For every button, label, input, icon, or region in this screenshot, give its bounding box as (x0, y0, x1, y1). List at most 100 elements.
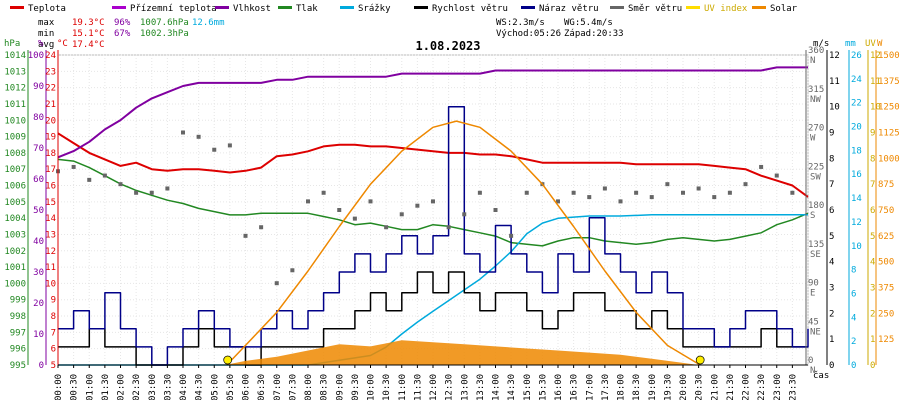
axis-tick-degc-20: 20 (45, 116, 56, 126)
series-6-point-40 (681, 190, 685, 195)
axis-tick-ms-4: 4 (829, 258, 834, 268)
axis-tick-ms-10: 10 (829, 103, 840, 113)
sunset-marker (695, 355, 705, 365)
axis-tick-hpa-995: 995 (10, 361, 26, 371)
axis-tick-hpa-1009: 1009 (4, 133, 26, 143)
axis-tick-hpa-1006: 1006 (4, 182, 26, 192)
x-tick-13: 06:30 (257, 374, 267, 400)
axis-tick-dir-lbl-7: NW (810, 95, 821, 105)
series-6-point-28 (493, 208, 498, 212)
axis-tick-mm-26: 26 (851, 51, 862, 61)
series-6-point-12 (243, 233, 248, 238)
axis-tick-degc-24: 24 (45, 51, 56, 61)
series-6-point-11 (227, 143, 232, 148)
axis-tick-degc-13: 13 (45, 230, 56, 240)
x-tick-21: 10:30 (382, 374, 392, 400)
axis-tick-dir-lbl-8: N (810, 56, 815, 66)
legend-swatch-8 (686, 6, 700, 9)
axis-tick-degc-12: 12 (45, 247, 56, 257)
legend-swatch-6 (521, 6, 535, 9)
axis-tick-hpa-1008: 1008 (4, 149, 26, 159)
axis-tick-hpa-999: 999 (10, 296, 26, 306)
x-tick-3: 01:30 (101, 374, 111, 400)
axis-tick-dir-4: 180 (808, 201, 824, 211)
x-tick-37: 18:30 (632, 374, 642, 400)
series-6-point-10 (212, 147, 217, 152)
axis-tick-hpa-1001: 1001 (4, 263, 26, 273)
axis-tick-degc-6: 6 (51, 345, 56, 355)
legend-swatch-0 (10, 6, 24, 9)
axis-tick-hpa-1012: 1012 (4, 84, 26, 94)
x-tick-14: 07:00 (273, 374, 283, 400)
y-axes: hPa9959969979989991000100110021003100410… (4, 39, 900, 376)
legend-swatch-5 (414, 6, 428, 9)
info-ws: WS:2.3m/s (496, 18, 545, 28)
axis-tick-dir-lbl-2: E (810, 289, 815, 299)
axis-tick-w-500: 500 (878, 258, 894, 268)
x-tick-40: 20:00 (679, 374, 689, 400)
series-6-point-33 (571, 190, 576, 195)
axis-tick-w-625: 625 (878, 232, 894, 242)
axis-tick-uv-12: 12 (870, 51, 881, 61)
axis-tick-hpa-1013: 1013 (4, 67, 26, 77)
axis-tick-mm-14: 14 (851, 194, 862, 204)
axis-tick-pct-100: 100 (28, 51, 44, 61)
stat-max-hum: 96% (114, 18, 131, 28)
axis-tick-ms-3: 3 (829, 284, 834, 294)
stat-min-label: min (38, 29, 54, 39)
x-tick-22: 11:00 (398, 374, 408, 400)
series-6-point-13 (259, 225, 264, 230)
axis-tick-pct-90: 90 (33, 82, 44, 92)
series-7-area (58, 340, 808, 365)
stat-avg-label: avg (38, 40, 54, 50)
x-axis-label: čas (813, 370, 829, 381)
x-tick-25: 12:30 (445, 374, 455, 400)
series-6-point-4 (118, 182, 123, 187)
axis-tick-dir-lbl-0: N (810, 366, 815, 376)
axis-tick-dir-lbl-3: SE (810, 250, 821, 260)
axis-unit-ms: m/s (813, 39, 829, 49)
axis-unit-hpa: hPa (4, 39, 20, 49)
series-6-point-17 (321, 190, 326, 195)
series-6-point-35 (602, 186, 607, 191)
axis-unit-degc: °C (57, 39, 68, 49)
series-6-point-22 (399, 212, 404, 217)
axis-tick-ms-0: 0 (829, 361, 834, 371)
axis-tick-degc-19: 19 (45, 133, 56, 143)
info-sunrise: Východ:05:26 (496, 29, 561, 39)
series-6-point-34 (587, 195, 592, 200)
axis-tick-degc-22: 22 (45, 84, 56, 94)
axis-tick-uv-6: 6 (870, 206, 875, 216)
axis-tick-ms-7: 7 (829, 180, 834, 190)
x-tick-19: 09:30 (351, 374, 361, 400)
series-6-point-43 (727, 190, 732, 195)
x-tick-41: 20:30 (695, 374, 705, 400)
axis-tick-pct-80: 80 (33, 113, 44, 123)
x-tick-30: 15:00 (523, 374, 533, 400)
x-tick-11: 05:30 (226, 374, 236, 400)
x-tick-35: 17:30 (601, 374, 611, 400)
axis-tick-uv-2: 2 (870, 309, 875, 319)
axis-tick-degc-8: 8 (51, 312, 56, 322)
axis-tick-degc-9: 9 (51, 296, 56, 306)
series-4-line (58, 271, 808, 366)
legend-swatch-3 (278, 6, 292, 9)
axis-tick-w-750: 750 (878, 206, 894, 216)
axis-tick-degc-17: 17 (45, 165, 56, 175)
axis-tick-degc-5: 5 (51, 361, 56, 371)
axis-tick-mm-8: 8 (851, 266, 856, 276)
series-6-point-7 (165, 186, 170, 191)
stat-max-temp: 19.3°C (72, 18, 105, 28)
axis-tick-uv-4: 4 (870, 258, 875, 268)
stat-max-rain: 12.6mm (192, 18, 225, 28)
legend-label-5: Rychlost větru (432, 4, 508, 14)
axis-tick-uv-8: 8 (870, 154, 875, 164)
axis-tick-w-1375: 1375 (878, 77, 900, 87)
x-tick-44: 22:00 (742, 374, 752, 400)
x-tick-1: 00:30 (70, 374, 80, 400)
series-6-point-14 (274, 281, 279, 286)
axis-tick-dir-6: 270 (808, 124, 824, 134)
legend-label-6: Náraz větru (539, 4, 599, 14)
axis-tick-dir-lbl-5: SW (810, 172, 821, 182)
axis-tick-uv-1: 1 (870, 335, 875, 345)
